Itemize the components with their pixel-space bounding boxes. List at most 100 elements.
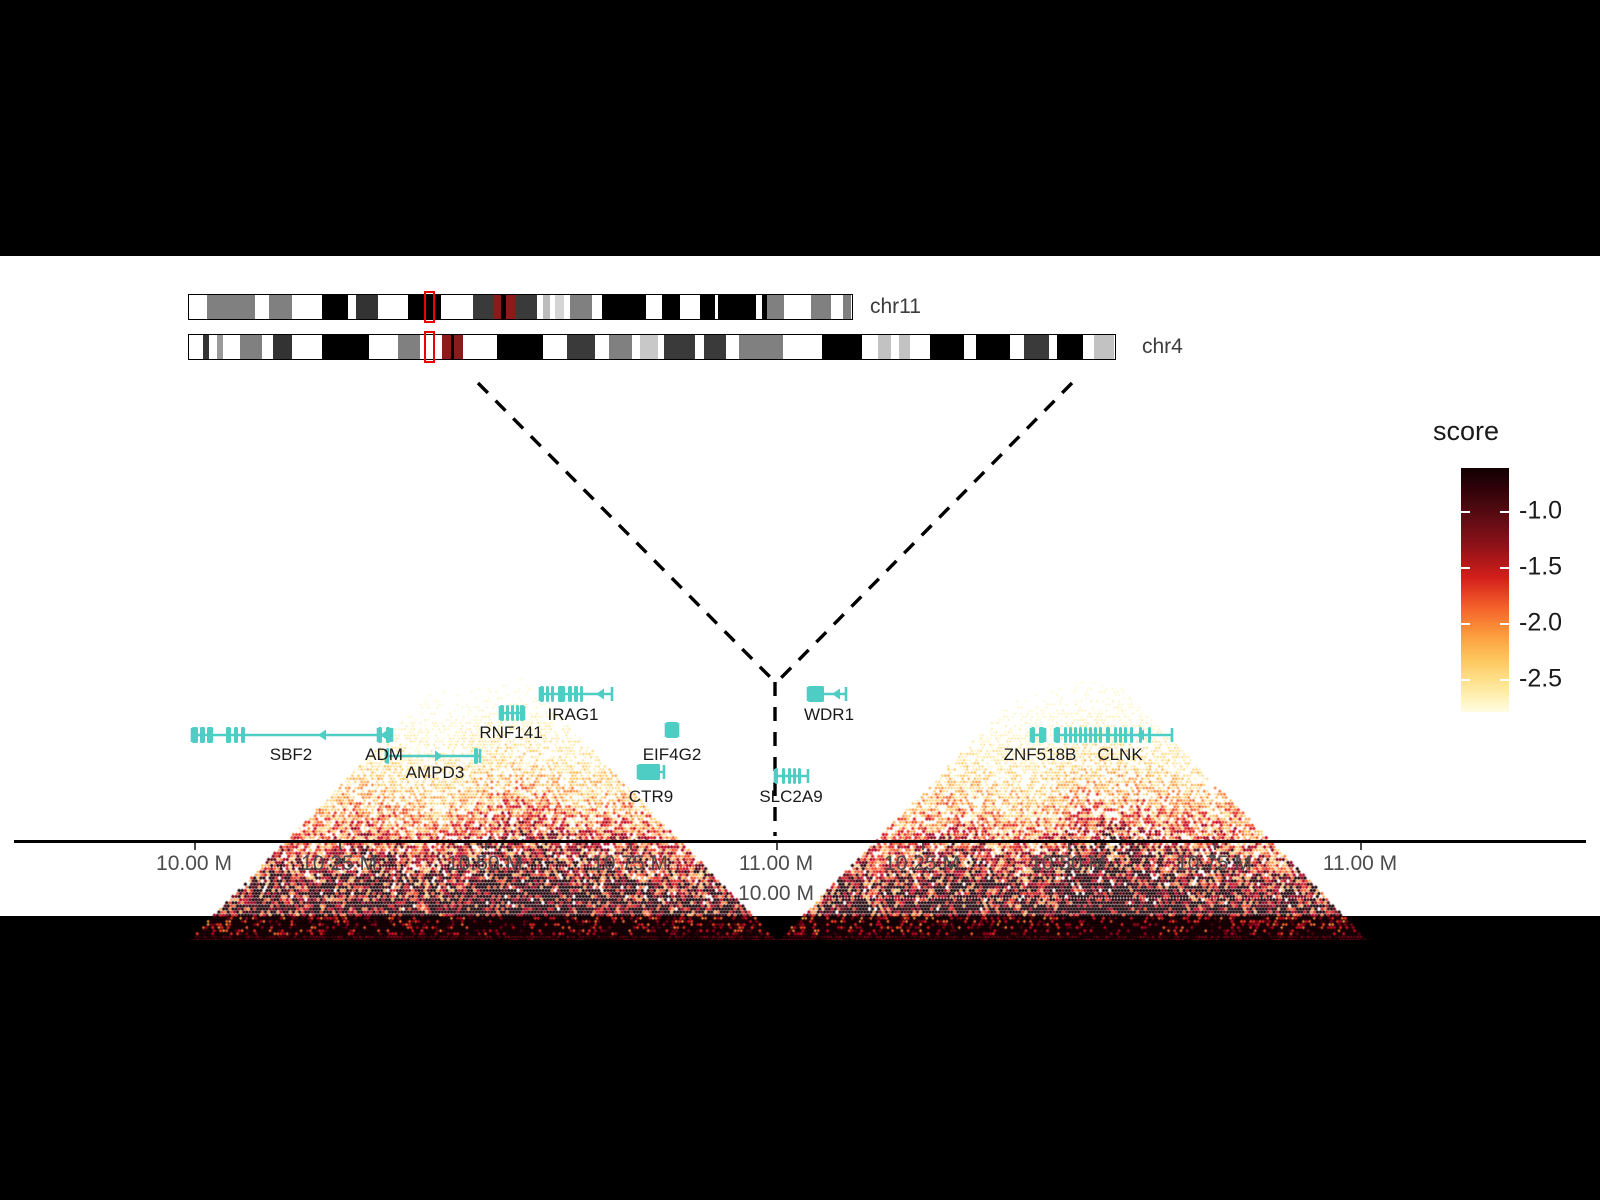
gene-model-CTR9[interactable] [636,764,666,780]
region-highlight-marker [424,291,435,323]
axis-tick-label: 10.50 M [447,852,523,875]
cytoband [356,295,379,319]
cytoband [454,335,464,359]
exon [226,727,231,743]
cytoband [877,335,891,359]
exon [551,686,554,702]
cytoband [658,335,665,359]
exon [241,727,245,743]
cytoband [496,335,543,359]
cytoband [440,295,473,319]
axis-tick [339,843,341,850]
exon [1106,727,1110,743]
gene-label-EIF4G2: EIF4G2 [642,745,702,764]
ideogram-bar [188,334,1116,360]
exon [1119,727,1122,743]
cytoband [1093,335,1114,359]
gene-model-WDR1[interactable] [806,686,848,702]
exon [568,686,572,702]
gene-model-CLNK[interactable] [1053,727,1174,743]
legend-tick-mark [1461,510,1470,513]
axis-tick [922,843,924,850]
cytoband [756,295,763,319]
legend-value-label: -1.5 [1519,552,1563,581]
gene-model-SLC2A9[interactable] [773,768,810,784]
cytoband [506,295,517,319]
exon [207,727,213,743]
exon [1099,727,1102,743]
axis-tick-label: 10.50 M [1030,852,1106,875]
legend-tick-mark [1500,622,1509,625]
legend-value-label: -2.0 [1519,608,1563,637]
exon [638,764,660,780]
cytoband [699,295,716,319]
gene-model-EIF4G2[interactable] [664,722,680,738]
cytoband [189,335,203,359]
cytoband [206,295,255,319]
legend-colorbar [1461,468,1509,712]
strand-arrow-minus [832,688,840,700]
exon [574,686,578,702]
legend-value-label: -2.5 [1519,664,1563,693]
axis-tick [194,843,196,850]
cytoband [1082,335,1094,359]
axis-tick-label: 10.00 M [156,852,232,875]
legend-value-label: -1.0 [1519,496,1563,525]
cytoband [542,335,567,359]
cytoband [645,295,662,319]
gene-model-IRAG1[interactable] [538,686,614,702]
cytoband [910,335,931,359]
gene-model-ZNF518B[interactable] [1029,727,1047,743]
cytoband [821,335,862,359]
gene-model-RNF141[interactable] [498,705,526,721]
legend-tick-mark [1461,622,1470,625]
cytoband [1049,335,1057,359]
cytoband [726,335,740,359]
exon [558,686,565,702]
cytoband [964,335,977,359]
cytoband [292,295,323,319]
cytoband [239,335,262,359]
gene-label-ZNF518B: ZNF518B [1003,745,1077,764]
cytoband [322,295,349,319]
cytoband [810,295,831,319]
cytoband [398,335,421,359]
strand-arrow-minus [380,729,388,741]
gene-model-SBF2[interactable] [190,727,392,743]
exon [1148,727,1151,743]
plot-canvas: chr11 chr4 SBF2 ADM AMPD3 RNF141 IRAG1 EIF4G2 C… [0,256,1600,940]
cytoband [976,335,1011,359]
cytoband [272,335,292,359]
exon [1084,727,1087,743]
exon [1124,727,1127,743]
hic-contact-heatmap [190,634,1366,940]
axis-tick-label: 10.25 M [884,852,960,875]
gene-model-ADM[interactable] [376,727,394,743]
cytoband [739,335,783,359]
axis-tick [485,843,487,850]
gene-label-RNF141: RNF141 [479,723,543,742]
cytoband [369,335,399,359]
cytoband [566,335,595,359]
gene-label-SLC2A9: SLC2A9 [759,787,823,806]
strand-arrow-minus [596,688,604,700]
region-highlight-marker [424,331,435,363]
exon [580,686,583,702]
exon [793,768,796,784]
cytoband [202,335,209,359]
cytoband [767,295,785,319]
legend-tick-mark [1461,679,1470,682]
cytoband [842,295,851,319]
exon [1039,727,1044,743]
exon [540,686,544,702]
cytoband [492,295,502,319]
axis-tick [1068,843,1070,850]
axis-tick-label: 10.25 M [301,852,377,875]
ideogram-chr4 [188,331,1116,363]
cytoband [592,295,602,319]
exon [520,705,524,721]
exon [386,727,390,743]
cytoband [555,295,565,319]
cytoband [189,295,207,319]
cytoband [1056,335,1083,359]
